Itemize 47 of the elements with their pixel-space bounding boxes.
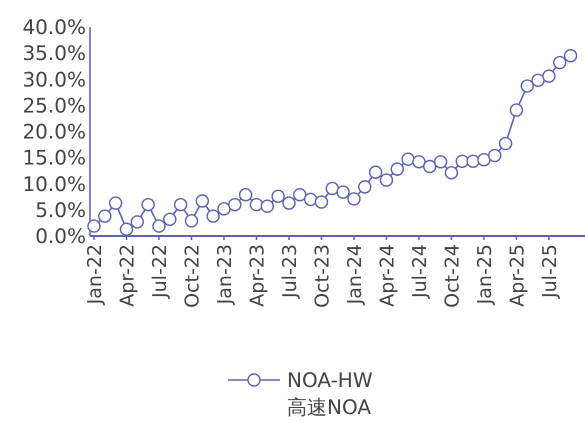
point <box>390 162 404 176</box>
point <box>358 180 372 194</box>
point <box>228 198 242 212</box>
point <box>412 155 426 169</box>
point <box>520 79 534 93</box>
point <box>184 214 198 228</box>
legend-label: NOA-HW 高速NOA <box>287 368 373 419</box>
legend: NOA-HW 高速NOA <box>228 368 373 419</box>
point <box>250 198 264 212</box>
point <box>336 185 350 199</box>
point <box>196 194 210 208</box>
point <box>434 155 448 169</box>
point <box>401 152 415 166</box>
point <box>293 188 306 202</box>
point <box>87 219 101 233</box>
point <box>130 215 144 229</box>
point <box>163 212 177 226</box>
point <box>271 190 285 203</box>
point <box>108 196 122 210</box>
point <box>326 182 339 196</box>
point <box>423 160 436 174</box>
point <box>260 200 274 213</box>
point <box>314 195 328 209</box>
point <box>206 209 220 223</box>
point <box>542 69 556 83</box>
point <box>444 166 458 180</box>
point <box>380 173 394 187</box>
point <box>217 202 231 216</box>
point <box>304 192 318 206</box>
point <box>152 219 166 233</box>
point <box>477 153 491 166</box>
point <box>282 196 296 210</box>
point <box>564 49 578 62</box>
point <box>466 154 480 168</box>
point <box>141 198 155 212</box>
point <box>98 209 112 223</box>
point <box>488 148 502 162</box>
point <box>456 154 469 168</box>
point <box>531 74 545 87</box>
point <box>510 103 524 117</box>
point <box>174 198 188 212</box>
point <box>120 222 134 236</box>
point <box>347 192 361 206</box>
point <box>368 166 382 179</box>
point <box>553 56 566 70</box>
point <box>498 136 512 150</box>
point <box>238 188 252 202</box>
